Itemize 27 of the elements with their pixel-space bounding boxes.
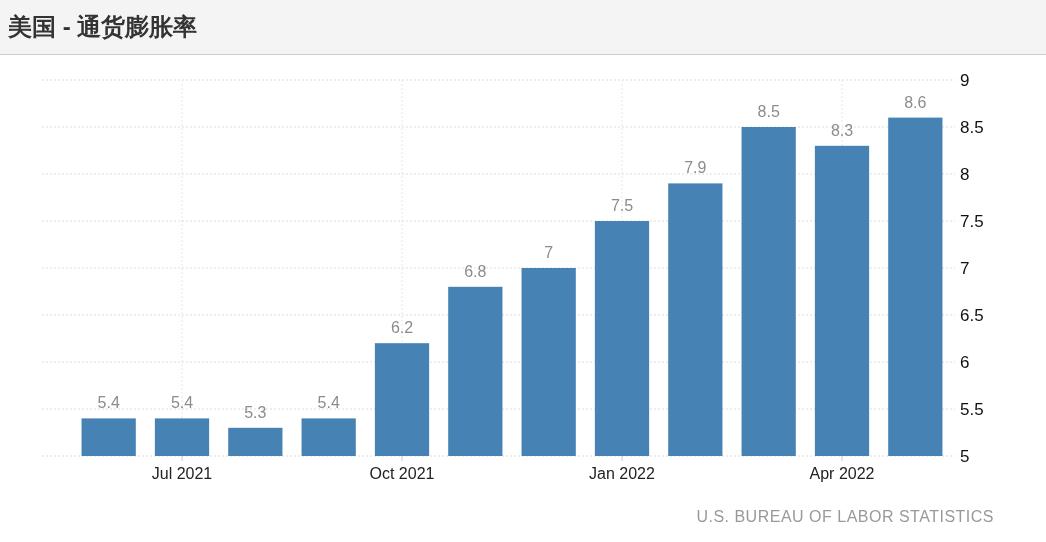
chart-title: 美国 - 通货膨胀率 (7, 13, 198, 40)
x-tick-label: Jul 2021 (151, 465, 213, 482)
data-label: 8.6 (904, 93, 927, 111)
y-tick-label: 5.5 (960, 400, 984, 419)
x-tick-label: Oct 2021 (369, 465, 435, 482)
data-label: 7 (544, 244, 554, 261)
y-tick-label: 8 (960, 165, 970, 184)
data-label: 7.5 (610, 197, 634, 214)
y-tick-label: 8.5 (960, 118, 984, 137)
data-label: 8.5 (757, 103, 780, 120)
text: U.S. BUREAU OF LABOR STATISTICS (696, 508, 994, 525)
y-tick-label: 6.5 (960, 306, 984, 325)
y-tick-label: 6 (960, 353, 970, 372)
x-tick-label: Apr 2022 (809, 465, 875, 482)
data-label: 6.8 (464, 262, 487, 280)
y-tick-label: 7 (960, 259, 970, 278)
y-tick-label: 9 (960, 71, 970, 90)
data-label: 5.3 (244, 403, 267, 421)
data-label: 5.4 (317, 394, 340, 412)
data-label: 5.4 (97, 394, 120, 412)
x-tick-label: Jan 2022 (589, 465, 656, 482)
data-label: 5.4 (170, 394, 194, 412)
data-label: 6.2 (390, 319, 414, 337)
data-label: 8.3 (830, 121, 854, 139)
y-tick-label: 7.5 (960, 212, 984, 231)
y-tick-label: 5 (960, 447, 970, 466)
data-label: 7.9 (684, 159, 707, 177)
